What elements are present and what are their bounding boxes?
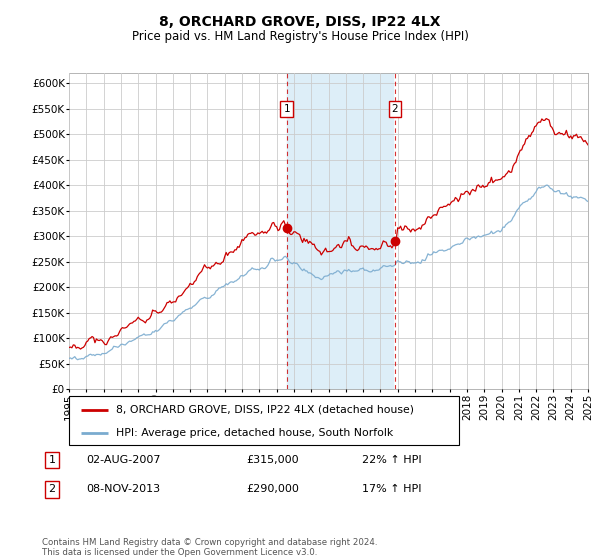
Text: 02-AUG-2007: 02-AUG-2007	[86, 455, 161, 465]
Text: 2: 2	[391, 104, 398, 114]
Text: 22% ↑ HPI: 22% ↑ HPI	[362, 455, 422, 465]
Text: Contains HM Land Registry data © Crown copyright and database right 2024.
This d: Contains HM Land Registry data © Crown c…	[42, 538, 377, 557]
Text: £315,000: £315,000	[246, 455, 299, 465]
Text: 8, ORCHARD GROVE, DISS, IP22 4LX: 8, ORCHARD GROVE, DISS, IP22 4LX	[159, 15, 441, 29]
Text: 17% ↑ HPI: 17% ↑ HPI	[362, 484, 422, 494]
Text: 08-NOV-2013: 08-NOV-2013	[86, 484, 160, 494]
Text: 1: 1	[49, 455, 55, 465]
Text: 1: 1	[283, 104, 290, 114]
Text: Price paid vs. HM Land Registry's House Price Index (HPI): Price paid vs. HM Land Registry's House …	[131, 30, 469, 43]
Text: 8, ORCHARD GROVE, DISS, IP22 4LX (detached house): 8, ORCHARD GROVE, DISS, IP22 4LX (detach…	[116, 405, 414, 415]
Text: HPI: Average price, detached house, South Norfolk: HPI: Average price, detached house, Sout…	[116, 428, 393, 438]
Text: £290,000: £290,000	[246, 484, 299, 494]
Text: 2: 2	[49, 484, 55, 494]
